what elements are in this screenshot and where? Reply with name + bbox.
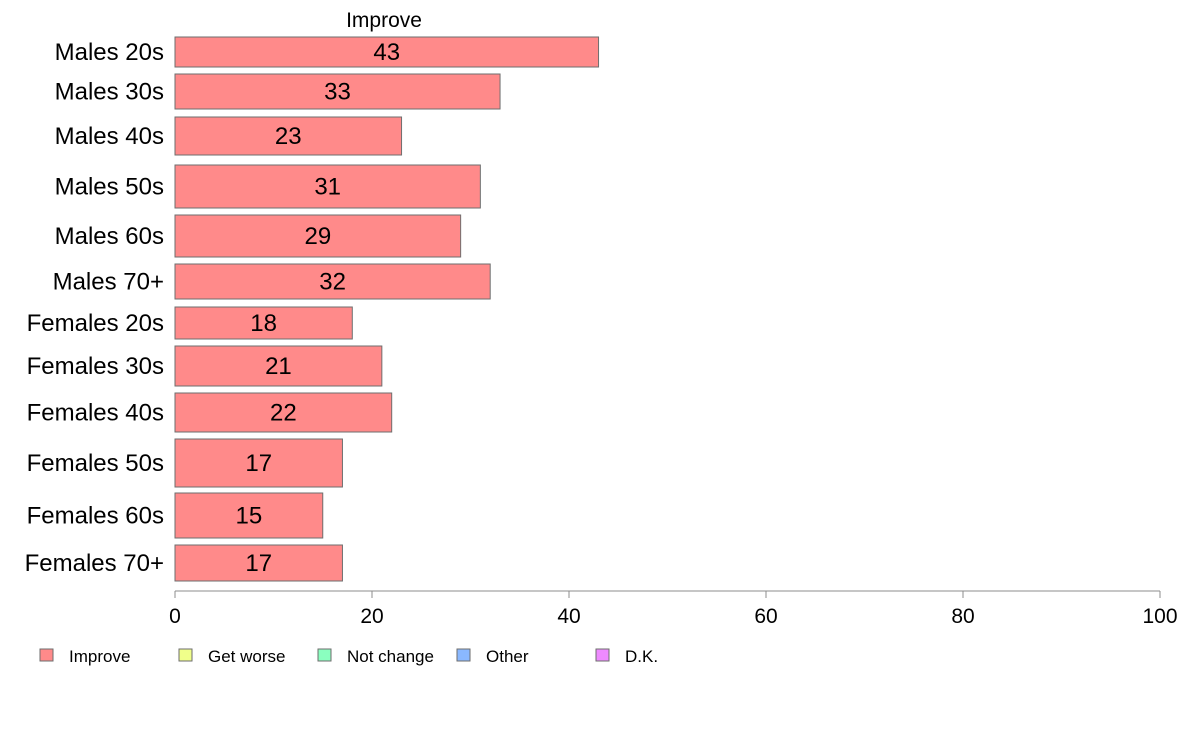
- bar: [174, 345, 383, 387]
- x-tick-label: 0: [169, 605, 181, 628]
- data-label: 29: [304, 223, 331, 250]
- data-label: 21: [265, 353, 292, 380]
- bars-group: Males 20s 43 Males 30s 33 Males 40s 23 Males 5…: [25, 36, 600, 582]
- bar: [174, 164, 481, 209]
- legend-swatch: [317, 648, 332, 662]
- legend: Improve Get worse Not change Other D.K.: [39, 647, 658, 666]
- bar: [174, 306, 353, 340]
- data-label: 17: [245, 450, 272, 477]
- y-tick-label: Females 30s: [27, 353, 164, 380]
- legend-label: Improve: [69, 647, 130, 666]
- bar: [174, 438, 343, 488]
- y-tick-label: Females 50s: [27, 450, 164, 477]
- y-tick-label: Males 40s: [55, 123, 164, 150]
- legend-label: Not change: [347, 647, 434, 666]
- chart-title: Improve: [346, 9, 422, 32]
- bar: [174, 492, 324, 539]
- x-tick-label: 100: [1142, 605, 1177, 628]
- bar: [174, 544, 343, 582]
- data-label: 43: [373, 39, 400, 66]
- y-tick-label: Males 30s: [55, 79, 164, 106]
- data-label: 31: [314, 174, 341, 201]
- data-label: 33: [324, 79, 351, 106]
- bar: [174, 214, 462, 258]
- y-tick-label: Males 70+: [53, 269, 164, 296]
- bar: [174, 73, 501, 110]
- x-tick-label: 80: [951, 605, 974, 628]
- y-tick-label: Females 20s: [27, 310, 164, 337]
- x-axis: 0 20 40 60 80 100: [169, 590, 1178, 628]
- legend-swatch: [39, 648, 54, 662]
- y-tick-label: Females 70+: [25, 550, 164, 577]
- data-label: 18: [250, 310, 277, 337]
- legend-swatch: [595, 648, 610, 662]
- y-tick-label: Females 40s: [27, 400, 164, 427]
- x-tick-label: 40: [557, 605, 580, 628]
- bar: [174, 116, 403, 156]
- data-label: 15: [236, 503, 263, 530]
- bar: [174, 263, 491, 300]
- y-tick-label: Males 20s: [55, 39, 164, 66]
- data-label: 23: [275, 123, 302, 150]
- y-tick-label: Males 50s: [55, 174, 164, 201]
- data-label: 22: [270, 400, 297, 427]
- bar: [174, 392, 393, 433]
- legend-label: Get worse: [208, 647, 285, 666]
- bar: [174, 36, 600, 68]
- y-tick-label: Females 60s: [27, 503, 164, 530]
- legend-swatch: [178, 648, 193, 662]
- x-tick-label: 60: [754, 605, 777, 628]
- data-label: 32: [319, 269, 346, 296]
- legend-label: D.K.: [625, 647, 658, 666]
- x-tick-label: 20: [360, 605, 383, 628]
- data-label: 17: [245, 550, 272, 577]
- legend-swatch: [456, 648, 471, 662]
- y-tick-label: Males 60s: [55, 223, 164, 250]
- legend-label: Other: [486, 647, 529, 666]
